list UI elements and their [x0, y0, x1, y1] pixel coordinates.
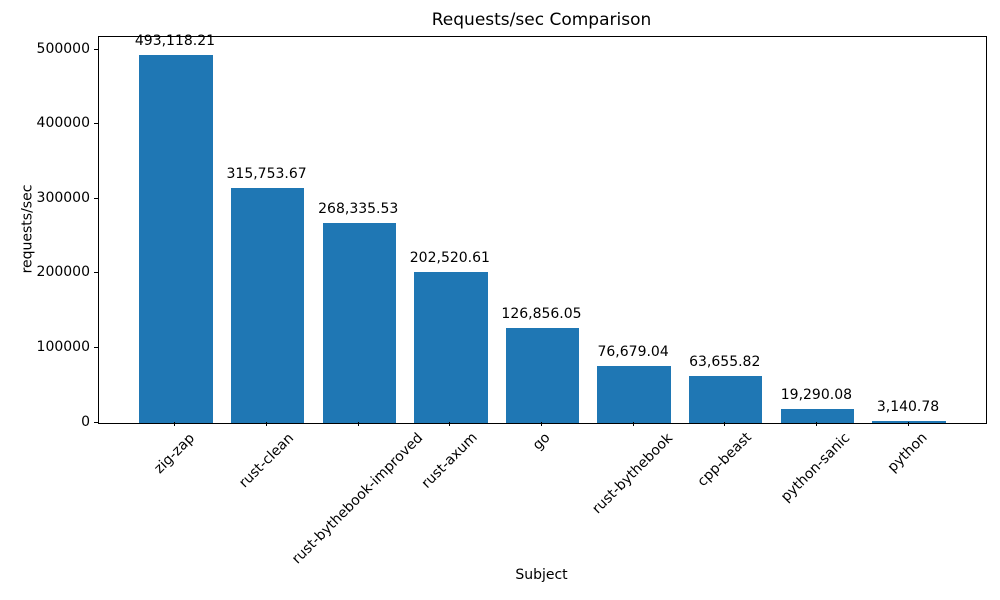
x-tick-label-cpp-beast: cpp-beast	[694, 429, 755, 491]
bar-python	[872, 420, 946, 423]
bar-rust-axum	[414, 272, 488, 423]
x-tick-mark	[449, 422, 451, 426]
y-tick-mark	[94, 421, 98, 423]
y-tick-label: 400000	[36, 115, 90, 132]
y-tick-label: 0	[81, 413, 90, 430]
bar-rust-clean	[230, 187, 305, 423]
bar-python-sanic	[780, 408, 855, 423]
bar-value-label: 493,118.21	[134, 33, 216, 50]
bar-rust-bythebook-improved	[322, 222, 396, 423]
y-tick-label: 500000	[36, 40, 90, 57]
plot-area	[98, 36, 987, 424]
bar-value-label: 202,520.61	[409, 250, 490, 267]
x-tick-label-python-sanic: python-sanic	[778, 429, 854, 506]
x-tick-mark	[724, 422, 726, 426]
y-tick-mark	[94, 48, 98, 50]
bar-value-label: 315,753.67	[226, 165, 307, 182]
bar-zig-zap	[139, 55, 213, 423]
bar-value-label: 126,856.05	[501, 306, 582, 323]
y-tick-label: 100000	[36, 338, 90, 355]
bar-cpp-beast	[689, 375, 763, 423]
x-tick-label-python: python	[884, 429, 931, 476]
x-tick-label-go: go	[529, 429, 553, 454]
y-tick-mark	[94, 346, 98, 348]
bar-value-label: 76,679.04	[597, 343, 669, 360]
x-tick-mark	[541, 422, 542, 426]
x-tick-mark	[174, 422, 176, 426]
y-tick-mark	[94, 272, 98, 274]
y-tick-mark	[94, 123, 98, 125]
x-tick-label-rust-bythebook: rust-bythebook	[589, 430, 677, 517]
chart-title: Requests/sec Comparison	[431, 10, 652, 30]
bar-value-label: 63,655.82	[689, 353, 761, 370]
x-tick-label-rust-clean: rust-clean	[235, 429, 297, 491]
y-tick-label: 300000	[36, 189, 90, 206]
x-tick-mark	[357, 422, 359, 426]
x-tick-mark	[815, 422, 817, 426]
x-tick-label-rust-bythebook-improved: rust-bythebook-improved	[289, 429, 427, 568]
x-tick-mark	[632, 422, 634, 426]
x-tick-label-zig-zap: zig-zap	[151, 429, 198, 477]
bar-value-label: 3,140.78	[876, 398, 940, 415]
bar-value-label: 268,335.53	[318, 200, 399, 217]
x-axis-label: Subject	[515, 567, 568, 583]
bar-rust-bythebook	[597, 365, 671, 423]
bar-value-label: 19,290.08	[780, 386, 853, 403]
y-tick-mark	[94, 197, 98, 199]
x-tick-mark	[907, 422, 909, 426]
x-tick-mark	[266, 422, 268, 426]
y-tick-label: 200000	[36, 264, 90, 281]
bar-go	[505, 328, 580, 423]
x-tick-label-rust-axum: rust-axum	[418, 430, 481, 493]
